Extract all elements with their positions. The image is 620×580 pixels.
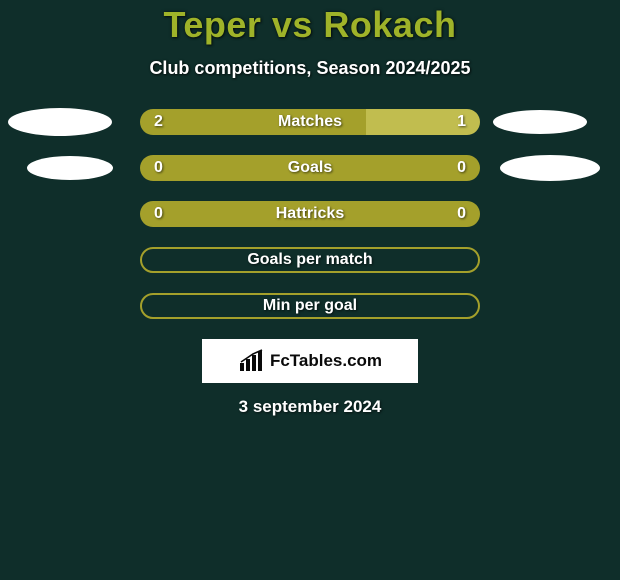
stat-bar-outline — [140, 247, 480, 273]
left-ellipse — [8, 108, 112, 136]
stat-left-value: 0 — [154, 205, 163, 223]
chart-icon — [238, 349, 264, 373]
stat-right-value: 1 — [457, 113, 466, 131]
stat-bar-left: 2 — [140, 109, 366, 135]
stat-row-hattricks: 0 0 Hattricks — [0, 201, 620, 227]
stat-right-value: 0 — [457, 159, 466, 177]
stats-card: Teper vs Rokach Club competitions, Seaso… — [0, 0, 620, 580]
stat-bar-left: 0 — [140, 201, 310, 227]
page-subtitle: Club competitions, Season 2024/2025 — [0, 58, 620, 79]
stat-bar-left: 0 — [140, 155, 310, 181]
stat-bar-outline — [140, 293, 480, 319]
date-text: 3 september 2024 — [0, 397, 620, 417]
site-badge-text: FcTables.com — [270, 351, 382, 371]
stat-row-matches: 2 1 Matches — [0, 109, 620, 135]
stat-bar: 0 0 — [140, 155, 480, 181]
stat-bar: 0 0 — [140, 201, 480, 227]
stat-right-value: 0 — [457, 205, 466, 223]
site-badge: FcTables.com — [202, 339, 418, 383]
left-ellipse — [27, 156, 113, 180]
stat-row-goals: 0 0 Goals — [0, 155, 620, 181]
stat-left-value: 0 — [154, 159, 163, 177]
stat-rows: 2 1 Matches 0 0 Goals — [0, 109, 620, 319]
stat-label: Min per goal — [140, 293, 480, 319]
stat-row-gpm: Goals per match — [0, 247, 620, 273]
stat-row-mpg: Min per goal — [0, 293, 620, 319]
stat-bar-right: 0 — [310, 201, 480, 227]
stat-bar-right: 1 — [366, 109, 480, 135]
stat-bar-right: 0 — [310, 155, 480, 181]
page-title: Teper vs Rokach — [0, 4, 620, 46]
stat-bar: 2 1 — [140, 109, 480, 135]
stat-label: Goals per match — [140, 247, 480, 273]
right-ellipse — [493, 110, 587, 134]
stat-left-value: 2 — [154, 113, 163, 131]
right-ellipse — [500, 155, 600, 181]
